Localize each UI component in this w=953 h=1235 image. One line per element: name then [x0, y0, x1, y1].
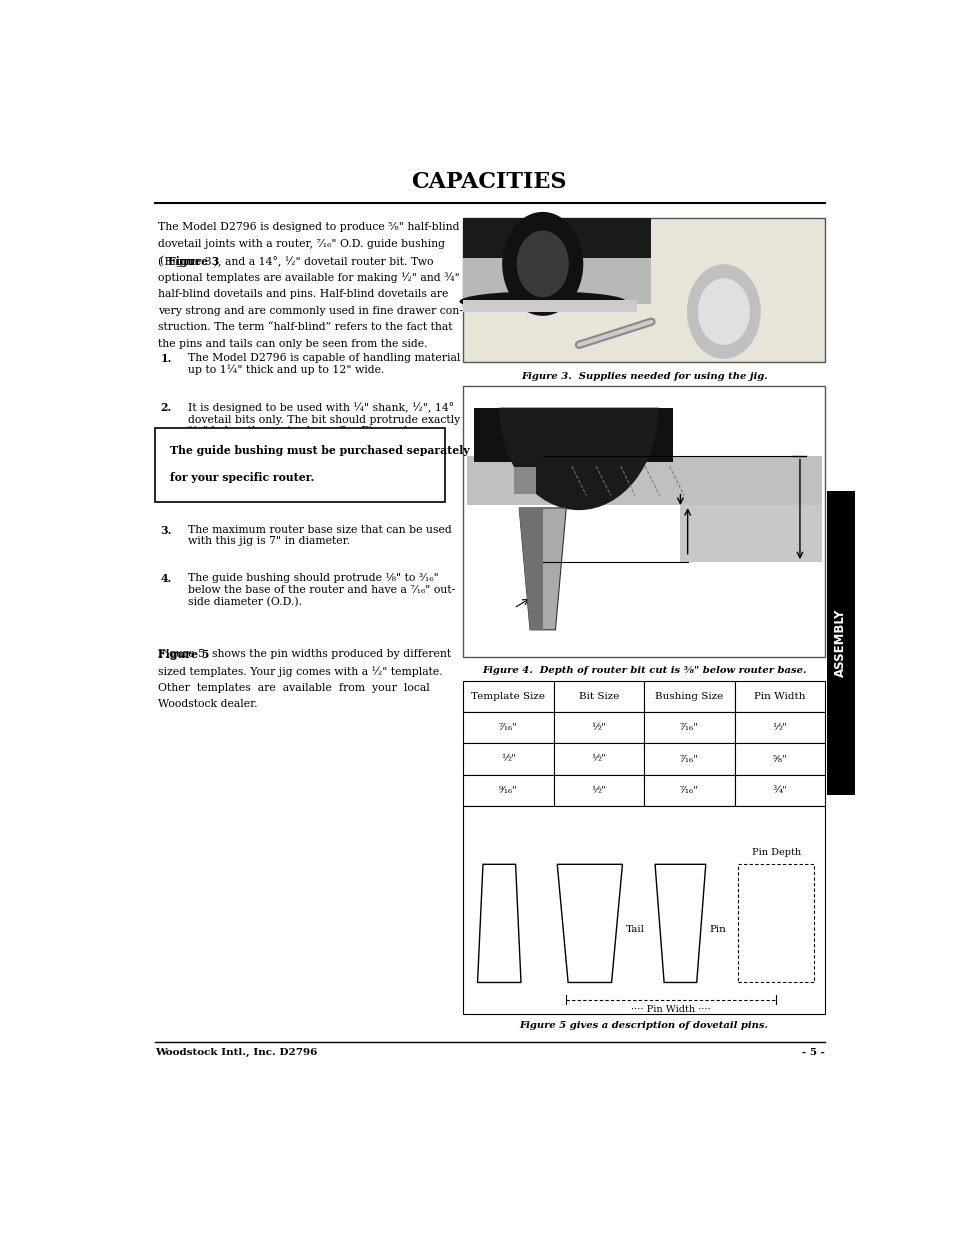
Text: The maximum router base size that can be used
with this jig is 7" in diameter.: The maximum router base size that can be… [188, 525, 452, 546]
Polygon shape [477, 864, 520, 983]
Text: It is designed to be used with ¼" shank, ½", 14°
dovetail bits only. The bit sho: It is designed to be used with ¼" shank,… [188, 403, 459, 436]
Text: ½": ½" [591, 724, 606, 732]
Bar [462, 217, 651, 283]
Text: ½": ½" [591, 755, 606, 763]
Text: 3.: 3. [160, 525, 172, 536]
Polygon shape [518, 508, 542, 630]
Bar [514, 467, 535, 494]
Text: for your specific router.: for your specific router. [170, 472, 314, 483]
Bar [466, 457, 821, 505]
Text: Template Size: Template Size [471, 692, 545, 701]
Text: 2.: 2. [160, 403, 172, 412]
Text: ¾": ¾" [772, 785, 786, 795]
Bar [462, 217, 651, 258]
Text: sized templates. Your jig comes with a ½" template.: sized templates. Your jig comes with a ½… [158, 666, 442, 677]
Bar [643, 774, 734, 806]
Text: Figure 5  shows the pin widths produced by different: Figure 5 shows the pin widths produced b… [158, 650, 451, 659]
Text: Woodstock Intl., Inc. D2796: Woodstock Intl., Inc. D2796 [154, 1047, 316, 1057]
Text: The guide bushing must be purchased separately: The guide bushing must be purchased sepa… [170, 445, 469, 456]
Text: ASSEMBLY: ASSEMBLY [834, 609, 846, 677]
Text: ½": ½" [591, 785, 606, 795]
Bar [734, 713, 824, 743]
Bar [643, 743, 734, 774]
Bar [679, 505, 821, 562]
Text: CAPACITIES: CAPACITIES [411, 172, 566, 194]
Ellipse shape [459, 291, 625, 311]
Text: ⁷⁄₁₆": ⁷⁄₁₆" [498, 724, 517, 732]
Text: ( Figure 3 ), and a 14°, ½" dovetail router bit. Two: ( Figure 3 ), and a 14°, ½" dovetail rou… [158, 256, 434, 267]
Circle shape [687, 266, 760, 358]
Bar [643, 680, 734, 713]
Text: Figure 3.  Supplies needed for using the jig.: Figure 3. Supplies needed for using the … [520, 372, 767, 380]
Text: ⁵⁄₈": ⁵⁄₈" [772, 755, 786, 763]
Text: The Model D2796 is capable of handling material
up to 1¼" thick and up to 12" wi: The Model D2796 is capable of handling m… [188, 353, 460, 375]
Text: Bushing Size: Bushing Size [655, 692, 722, 701]
Text: The guide bushing should protrude ⅛" to ³⁄₁₆"
below the base of the router and h: The guide bushing should protrude ⅛" to … [188, 573, 455, 606]
Bar [553, 713, 643, 743]
Wedge shape [498, 408, 658, 510]
Text: Figure 4.: Figure 4. [346, 436, 401, 446]
Text: - 5 -: - 5 - [801, 1047, 824, 1057]
Polygon shape [655, 864, 705, 983]
Text: Figure 3: Figure 3 [168, 256, 219, 267]
Bar [738, 864, 814, 983]
Bar [826, 490, 854, 795]
Bar [462, 743, 553, 774]
Text: The Model D2796 is designed to produce ⁵⁄₈" half-blind: The Model D2796 is designed to produce ⁵… [158, 222, 459, 232]
Bar [462, 300, 637, 311]
Polygon shape [518, 508, 566, 630]
Text: Figure 5 gives a description of dovetail pins.: Figure 5 gives a description of dovetail… [519, 1021, 768, 1030]
Circle shape [502, 212, 582, 315]
Bar [466, 505, 679, 562]
Text: Tail: Tail [625, 925, 644, 934]
Text: Bit Size: Bit Size [578, 692, 618, 701]
Text: Pin: Pin [709, 925, 725, 934]
Text: ⁷⁄₁₆": ⁷⁄₁₆" [679, 785, 699, 795]
Bar [643, 713, 734, 743]
Text: Pin Width: Pin Width [754, 692, 805, 701]
Text: Figure 5: Figure 5 [158, 650, 210, 661]
Bar [462, 680, 553, 713]
Bar [553, 680, 643, 713]
Bar [553, 774, 643, 806]
Text: very strong and are commonly used in fine drawer con-: very strong and are commonly used in fin… [158, 305, 463, 316]
Bar [462, 806, 824, 1014]
Text: half-blind dovetails and pins. Half-blind dovetails are: half-blind dovetails and pins. Half-blin… [158, 289, 448, 299]
Text: ⁷⁄₁₆": ⁷⁄₁₆" [679, 755, 699, 763]
Bar [462, 774, 553, 806]
Bar [462, 385, 824, 657]
Text: Woodstock dealer.: Woodstock dealer. [158, 699, 257, 709]
Bar [462, 713, 553, 743]
Text: Pin Depth: Pin Depth [751, 847, 801, 857]
Text: (: ( [159, 256, 163, 266]
Bar [462, 217, 824, 362]
Text: ½": ½" [772, 724, 786, 732]
Bar [474, 408, 673, 462]
Text: Figure 4.  Depth of router bit cut is ⁵⁄₈" below router base.: Figure 4. Depth of router bit cut is ⁵⁄₈… [481, 667, 805, 676]
Text: Other  templates  are  available  from  your  local: Other templates are available from your … [158, 683, 430, 693]
Text: ⁹⁄₁₆": ⁹⁄₁₆" [498, 785, 517, 795]
Text: 1.: 1. [160, 353, 172, 363]
Bar [154, 427, 444, 501]
Bar [734, 680, 824, 713]
Text: struction. The term “half-blind” refers to the fact that: struction. The term “half-blind” refers … [158, 322, 453, 332]
Bar [553, 743, 643, 774]
Circle shape [517, 231, 568, 296]
Text: dovetail joints with a router, ⁷⁄₁₆" O.D. guide bushing: dovetail joints with a router, ⁷⁄₁₆" O.D… [158, 240, 445, 249]
Polygon shape [557, 864, 621, 983]
Circle shape [698, 279, 748, 345]
Text: 4.: 4. [160, 573, 172, 584]
Text: ···· Pin Width ····: ···· Pin Width ···· [631, 1005, 710, 1014]
Text: ½": ½" [500, 755, 516, 763]
Bar [734, 774, 824, 806]
Text: ⁷⁄₁₆": ⁷⁄₁₆" [679, 724, 699, 732]
Text: the pins and tails can only be seen from the side.: the pins and tails can only be seen from… [158, 338, 428, 348]
Bar [734, 743, 824, 774]
Text: optional templates are available for making ½" and ¾": optional templates are available for mak… [158, 272, 459, 283]
Bar [462, 225, 651, 304]
